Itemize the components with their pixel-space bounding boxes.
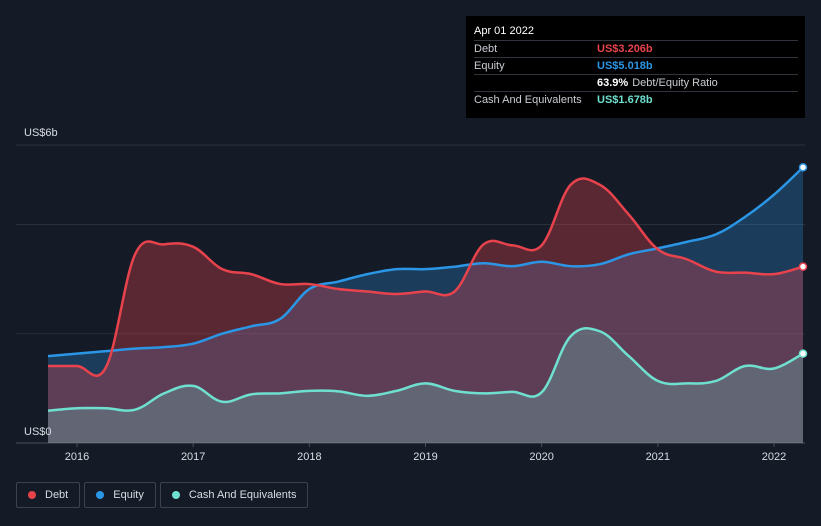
x-tick-label-2020: 2020 [529, 451, 553, 463]
tooltip-panel: Apr 01 2022 Debt US$3.206b Equity US$5.0… [466, 16, 805, 118]
y-axis-top-label: US$6b [24, 127, 58, 139]
tooltip-row-debt: Debt US$3.206b [474, 40, 798, 57]
legend-cash-dot [171, 491, 180, 499]
legend-item-debt[interactable]: Debt [16, 482, 81, 508]
legend-debt-dot [28, 491, 36, 499]
legend-equity-dot [96, 491, 105, 499]
equity-line [47, 166, 804, 358]
y-axis-bottom-label: US$0 [24, 426, 52, 438]
x-tick-label-2018: 2018 [297, 451, 321, 463]
debt-area [48, 178, 803, 443]
x-tick-label-2017: 2017 [181, 451, 205, 463]
debt-line [47, 177, 804, 377]
tooltip-equity-label: Equity [474, 60, 505, 72]
legend-item-equity[interactable]: Equity [84, 482, 156, 508]
tooltip-cash-label: Cash And Equivalents [474, 94, 582, 106]
x-tick-label-2021: 2021 [646, 451, 670, 463]
cash-end-point [798, 349, 808, 358]
tooltip-debt-value: US$3.206b [597, 43, 653, 55]
tooltip-cash-value: US$1.678b [597, 94, 653, 106]
equity-end-point [798, 163, 808, 172]
chart-legend: Debt Equity Cash And Equivalents [16, 482, 312, 508]
equity-area [48, 167, 803, 443]
x-tick-label-2022: 2022 [762, 451, 786, 463]
tooltip-ratio-caption: Debt/Equity Ratio [632, 77, 718, 89]
tooltip-debt-label: Debt [474, 43, 498, 55]
tooltip-ratio-value: 63.9% [597, 77, 629, 89]
debt-end-point [798, 262, 808, 271]
tooltip-row-ratio: 63.9% Debt/Equity Ratio [474, 74, 798, 91]
cash-line [47, 327, 804, 412]
tooltip-date: Apr 01 2022 [474, 25, 534, 37]
cash-area [48, 328, 803, 443]
legend-cash-label: Cash And Equivalents [188, 489, 297, 501]
x-tick-label-2019: 2019 [413, 451, 437, 463]
tooltip-row-equity: Equity US$5.018b [474, 57, 798, 74]
tooltip-equity-value: US$5.018b [597, 60, 653, 72]
x-tick-label-2016: 2016 [65, 451, 89, 463]
tooltip-row-cash: Cash And Equivalents US$1.678b [474, 91, 798, 108]
legend-equity-label: Equity [113, 489, 144, 501]
tooltip-ratio-label [474, 75, 597, 91]
legend-item-cash[interactable]: Cash And Equivalents [159, 482, 309, 508]
legend-debt-label: Debt [45, 489, 69, 501]
